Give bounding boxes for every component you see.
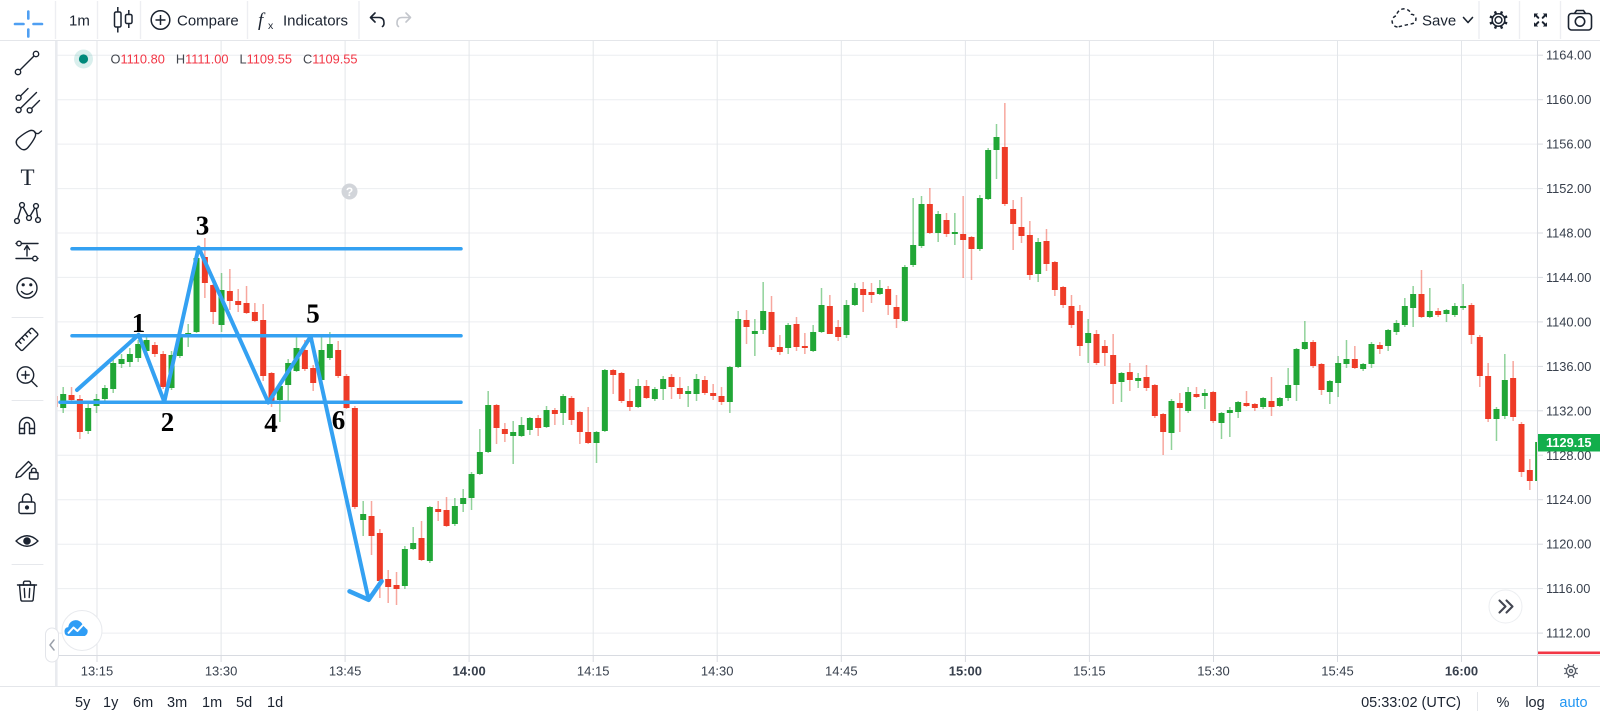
svg-text:05:33:02 (UTC): 05:33:02 (UTC) [1361,695,1461,711]
svg-text:1144.00: 1144.00 [1546,270,1591,285]
svg-text:14:30: 14:30 [701,664,734,679]
svg-text:?: ? [346,185,353,199]
svg-text:3: 3 [196,211,210,241]
svg-text:log: log [1525,695,1544,711]
svg-text:1112.00: 1112.00 [1546,626,1590,641]
svg-text:13:45: 13:45 [329,664,362,679]
svg-text:15:30: 15:30 [1197,664,1230,679]
svg-text:6: 6 [332,405,346,435]
svg-text:1y: 1y [103,695,119,711]
svg-text:1148.00: 1148.00 [1546,226,1591,241]
svg-text:1132.00: 1132.00 [1546,403,1591,418]
svg-text:1128.00: 1128.00 [1546,448,1591,463]
svg-text:6m: 6m [133,695,153,711]
svg-text:auto: auto [1559,695,1587,711]
svg-text:14:00: 14:00 [452,664,485,679]
svg-text:3m: 3m [167,695,187,711]
svg-text:15:15: 15:15 [1073,664,1106,679]
svg-text:13:30: 13:30 [205,664,238,679]
svg-text:Save: Save [1422,13,1456,30]
svg-text:T: T [20,165,34,190]
svg-text:1160.00: 1160.00 [1546,92,1591,107]
svg-text:1d: 1d [267,695,283,711]
svg-text:1129.15: 1129.15 [1546,435,1592,450]
svg-text:1156.00: 1156.00 [1546,137,1591,152]
svg-text:1140.00: 1140.00 [1546,314,1591,329]
svg-text:1124.00: 1124.00 [1546,492,1591,507]
svg-text:4: 4 [264,408,278,438]
svg-text:16:00: 16:00 [1445,664,1478,679]
svg-text:1: 1 [132,308,146,338]
svg-text:5d: 5d [236,695,252,711]
svg-text:1164.00: 1164.00 [1546,48,1591,63]
svg-text:Indicators: Indicators [283,13,348,30]
svg-text:1m: 1m [69,13,90,30]
svg-text:15:45: 15:45 [1321,664,1354,679]
svg-text:5y: 5y [75,695,91,711]
svg-text:f: f [258,10,266,31]
svg-text:5: 5 [306,299,320,329]
svg-text:13:15: 13:15 [81,664,114,679]
svg-text:1m: 1m [202,695,222,711]
svg-text:Compare: Compare [177,13,239,30]
svg-text:14:45: 14:45 [825,664,858,679]
svg-text:2: 2 [161,407,175,437]
svg-text:1152.00: 1152.00 [1546,181,1591,196]
svg-text:1120.00: 1120.00 [1546,537,1591,552]
svg-text:1116.00: 1116.00 [1546,581,1590,596]
svg-text:15:00: 15:00 [949,664,982,679]
svg-text:%: % [1497,695,1510,711]
svg-text:1136.00: 1136.00 [1546,359,1591,374]
svg-text:14:15: 14:15 [577,664,610,679]
svg-text:x: x [268,20,274,32]
